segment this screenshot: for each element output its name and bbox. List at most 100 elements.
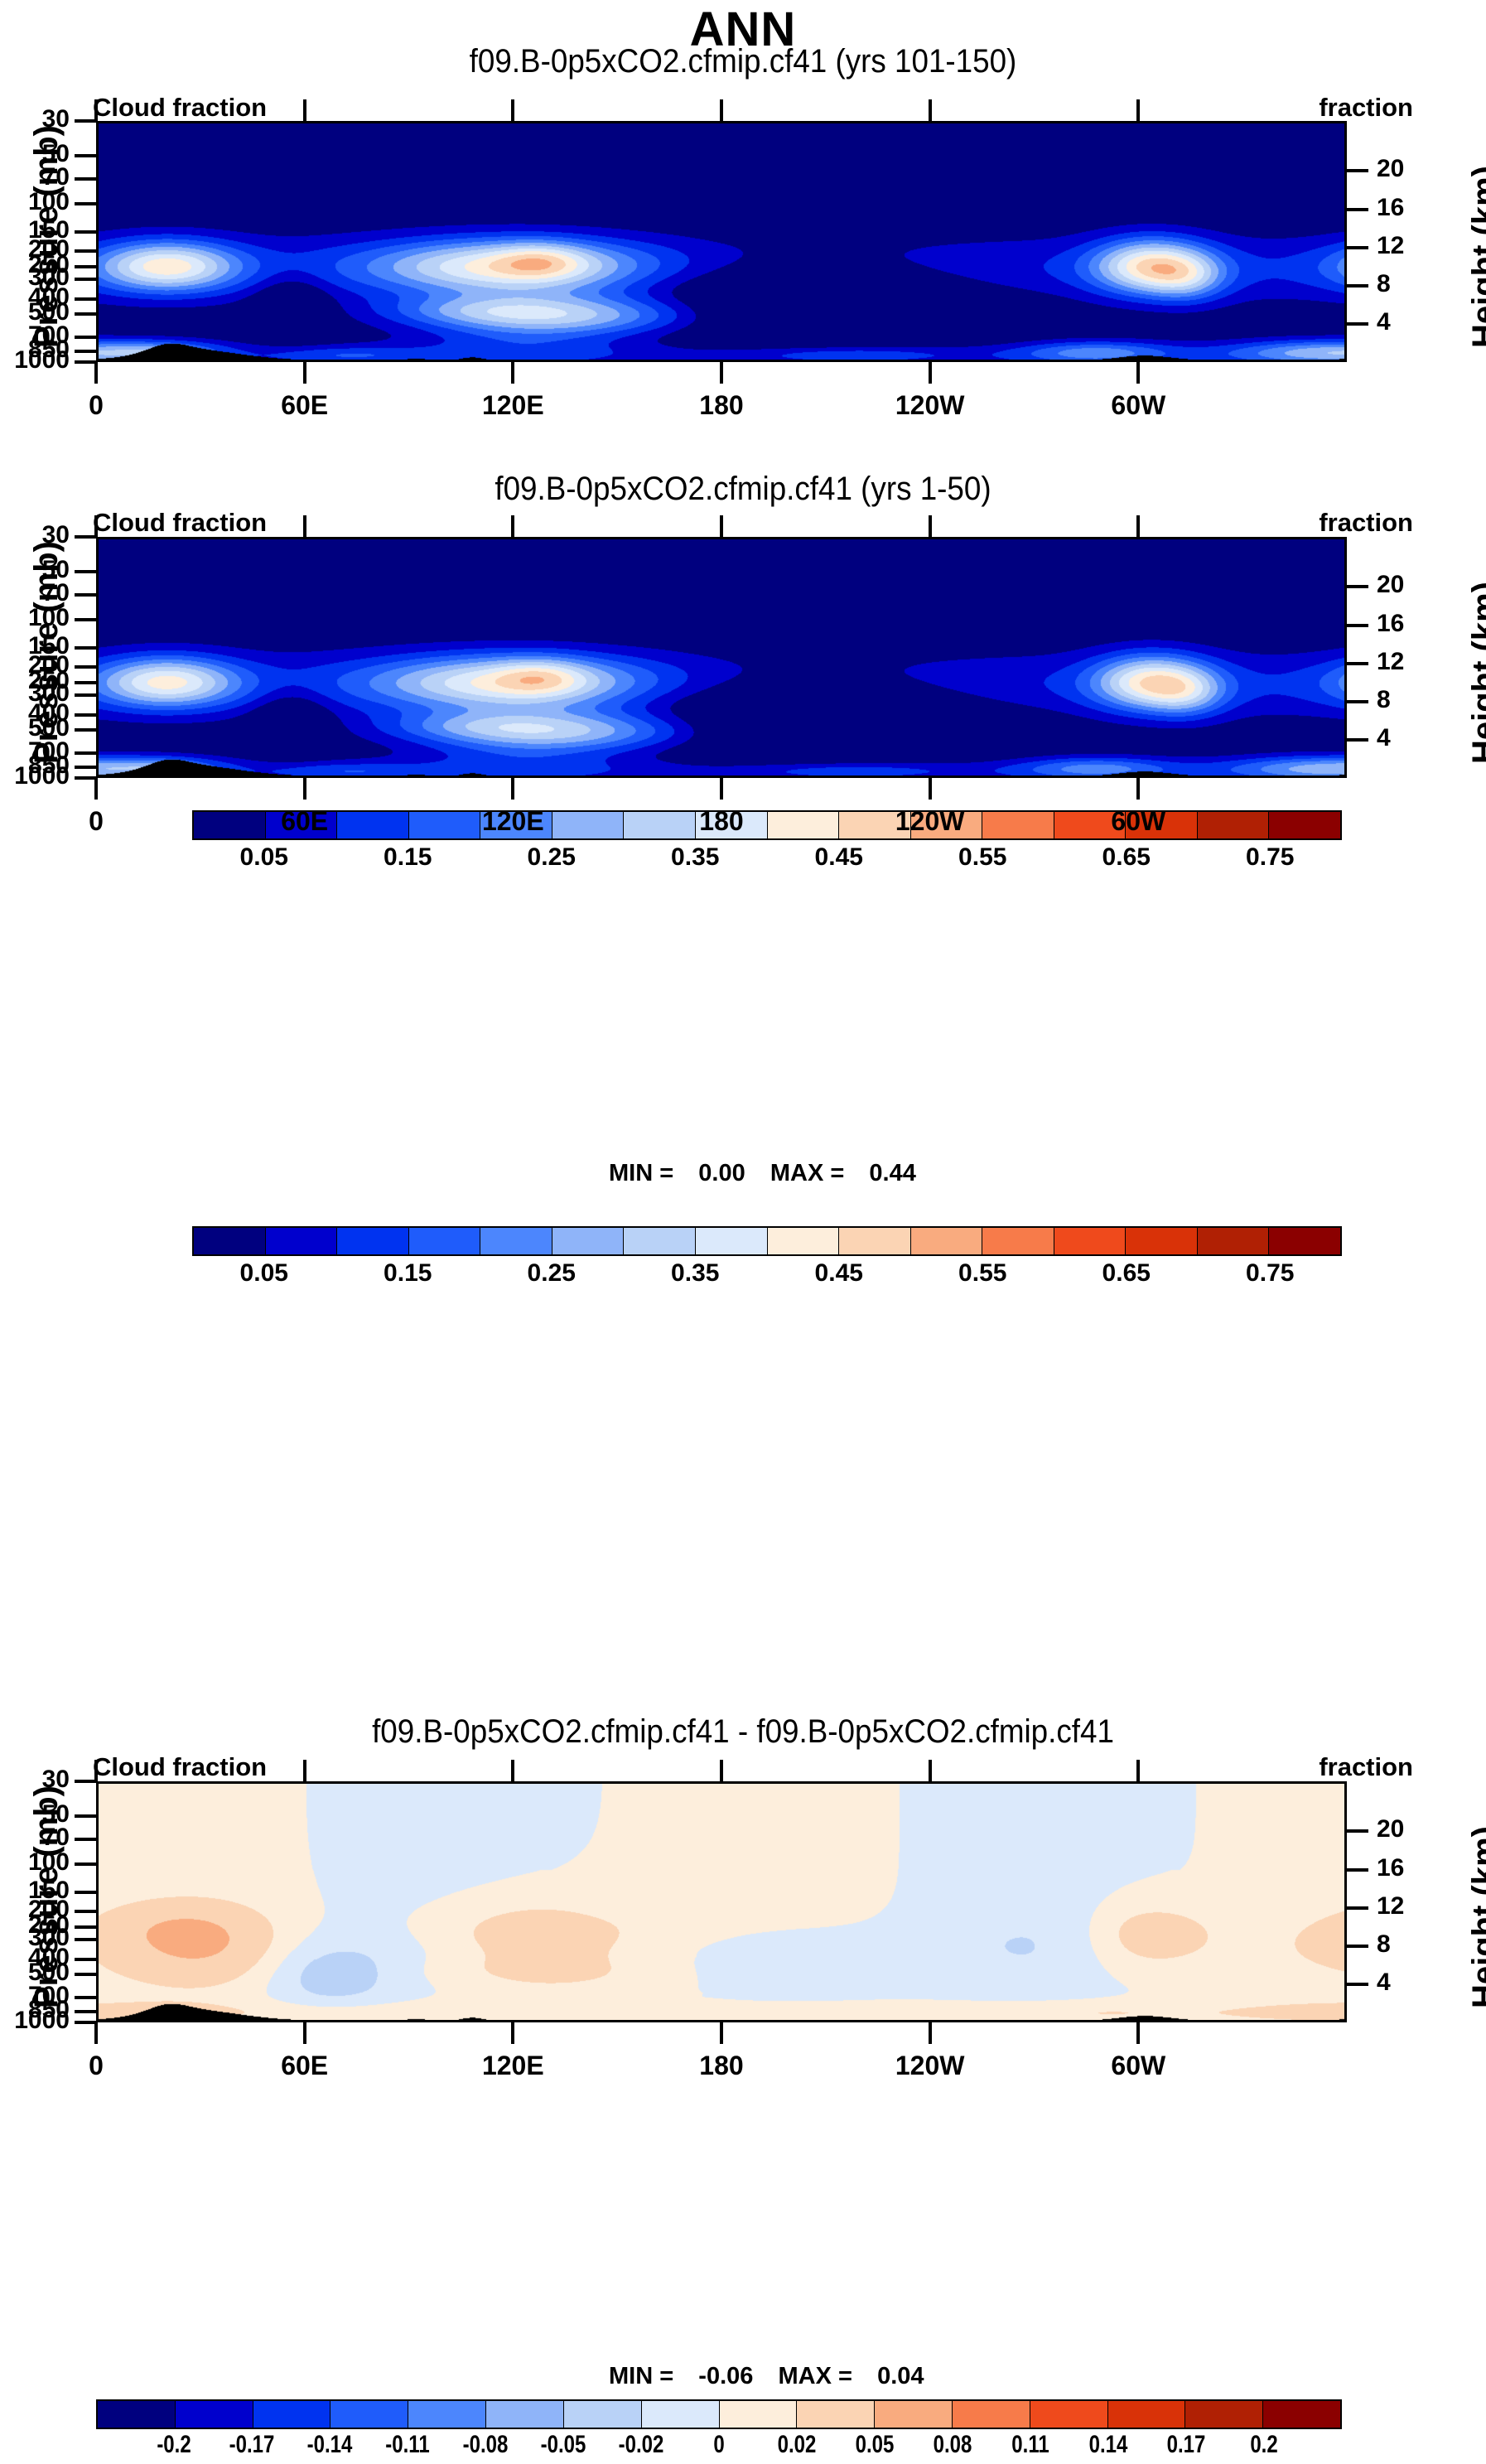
colorbar-tick-label: 0.35 xyxy=(671,843,720,871)
colorbar-swatch[interactable] xyxy=(839,1228,911,1254)
longitude-tick-label: 120E xyxy=(481,2051,544,2080)
longitude-tick-label: 120W xyxy=(895,390,965,420)
pressure-tick-mark xyxy=(75,1838,96,1842)
colorbar-swatch[interactable] xyxy=(337,1228,409,1254)
colorbar-swatch[interactable] xyxy=(194,812,266,838)
pressure-tick-label: 1000 xyxy=(14,762,70,790)
colorbar-swatch[interactable] xyxy=(1185,2401,1264,2428)
colorbar-tick-label: 0.55 xyxy=(958,843,1007,871)
colorbar-swatch[interactable] xyxy=(624,1228,696,1254)
height-tick-mark xyxy=(1347,1944,1368,1948)
colorbar-swatch[interactable] xyxy=(408,2401,487,2428)
colorbar-swatch[interactable] xyxy=(194,1228,266,1254)
colorbar-swatch[interactable] xyxy=(719,2401,798,2428)
colorbar-tick-label: -0.05 xyxy=(540,2431,586,2458)
colorbar-swatch[interactable] xyxy=(552,1228,625,1254)
colorbar-swatch[interactable] xyxy=(982,812,1054,838)
colorbar-swatch[interactable] xyxy=(641,2401,720,2428)
colorbar-swatch[interactable] xyxy=(910,812,983,838)
height-tick-label: 4 xyxy=(1377,723,1391,751)
colorbar-swatch[interactable] xyxy=(408,1228,481,1254)
panel-mid-colorbar[interactable] xyxy=(192,1226,1342,1256)
colorbar-swatch[interactable] xyxy=(695,812,768,838)
height-tick-label: 4 xyxy=(1377,1968,1391,1996)
colorbar-swatch[interactable] xyxy=(552,812,625,838)
pressure-tick-mark xyxy=(75,645,96,650)
height-tick-mark xyxy=(1347,321,1368,326)
colorbar-swatch[interactable] xyxy=(767,812,840,838)
longitude-tick-mark-bottom xyxy=(1136,2022,1141,2044)
colorbar-swatch[interactable] xyxy=(1269,812,1340,838)
pressure-tick-mark xyxy=(75,349,96,353)
pressure-tick-mark xyxy=(75,297,96,301)
colorbar-swatch[interactable] xyxy=(875,2401,953,2428)
panel-mid-y2-axis-title: Height (km) xyxy=(1466,582,1486,764)
pressure-tick-mark xyxy=(75,693,96,698)
colorbar-swatch[interactable] xyxy=(480,1228,552,1254)
height-tick-mark xyxy=(1347,1829,1368,1834)
panel-top-plot-area[interactable] xyxy=(96,121,1347,362)
height-tick-mark xyxy=(1347,245,1368,249)
colorbar-swatch[interactable] xyxy=(1107,2401,1186,2428)
pressure-tick-label: 30 xyxy=(41,105,70,133)
panel-diff-colorbar[interactable] xyxy=(96,2399,1342,2429)
height-tick-mark xyxy=(1347,1906,1368,1910)
pressure-tick-label: 300 xyxy=(27,679,70,708)
colorbar-swatch[interactable] xyxy=(480,812,552,838)
panel-diff-variable-label: Cloud fraction xyxy=(93,1752,268,1781)
colorbar-swatch[interactable] xyxy=(1197,812,1270,838)
colorbar-swatch[interactable] xyxy=(910,1228,983,1254)
colorbar-swatch[interactable] xyxy=(982,1228,1054,1254)
colorbar-swatch[interactable] xyxy=(1126,1228,1198,1254)
colorbar-swatch[interactable] xyxy=(563,2401,642,2428)
pressure-tick-mark xyxy=(75,1996,96,2000)
pressure-tick-mark xyxy=(75,617,96,621)
panel-diff-plot-area[interactable] xyxy=(96,1781,1347,2022)
colorbar-swatch[interactable] xyxy=(1263,2401,1340,2428)
pressure-tick-mark xyxy=(75,570,96,574)
colorbar-swatch[interactable] xyxy=(175,2401,253,2428)
colorbar-swatch[interactable] xyxy=(952,2401,1030,2428)
longitude-tick-mark-top xyxy=(94,515,98,537)
panel-mid-plot-area[interactable] xyxy=(96,537,1347,778)
colorbar-swatch[interactable] xyxy=(1030,2401,1108,2428)
colorbar-swatch[interactable] xyxy=(98,2401,176,2428)
colorbar-swatch[interactable] xyxy=(265,1228,338,1254)
pressure-tick-label: 700 xyxy=(27,1982,70,2010)
height-tick-label: 20 xyxy=(1377,571,1405,599)
colorbar-swatch[interactable] xyxy=(624,812,696,838)
page-title: ANN xyxy=(689,2,797,56)
pressure-tick-label: 500 xyxy=(27,1959,70,1987)
colorbar-swatch[interactable] xyxy=(1197,1228,1270,1254)
pressure-tick-label: 100 xyxy=(27,603,70,631)
colorbar-swatch[interactable] xyxy=(408,812,481,838)
colorbar-swatch[interactable] xyxy=(253,2401,331,2428)
colorbar-swatch[interactable] xyxy=(1054,1228,1127,1254)
colorbar-swatch[interactable] xyxy=(330,2401,409,2428)
panel-top-colorbar[interactable] xyxy=(192,810,1342,840)
colorbar-swatch[interactable] xyxy=(839,812,911,838)
colorbar-tick-label: -0.08 xyxy=(462,2431,509,2458)
colorbar-swatch[interactable] xyxy=(797,2401,876,2428)
colorbar-swatch[interactable] xyxy=(486,2401,564,2428)
colorbar-swatch[interactable] xyxy=(695,1228,768,1254)
pressure-tick-mark xyxy=(75,360,96,364)
pressure-tick-mark xyxy=(75,154,96,158)
pressure-tick-label: 700 xyxy=(27,737,70,766)
colorbar-tick-label: 0.45 xyxy=(814,1259,863,1287)
colorbar-swatch[interactable] xyxy=(265,812,338,838)
pressure-tick-label: 50 xyxy=(41,556,70,584)
pressure-tick-label: 300 xyxy=(27,263,70,292)
longitude-tick-mark-bottom xyxy=(302,362,306,384)
colorbar-swatch[interactable] xyxy=(1126,812,1198,838)
colorbar-swatch[interactable] xyxy=(767,1228,840,1254)
pressure-tick-label: 200 xyxy=(27,651,70,679)
height-tick-mark xyxy=(1347,169,1368,173)
longitude-tick-mark-bottom xyxy=(720,2022,723,2044)
pressure-tick-label: 200 xyxy=(27,1896,70,1924)
height-tick-label: 8 xyxy=(1377,269,1391,297)
colorbar-swatch[interactable] xyxy=(1269,1228,1340,1254)
colorbar-swatch[interactable] xyxy=(1054,812,1127,838)
colorbar-tick-label: 0.05 xyxy=(239,1259,288,1287)
colorbar-swatch[interactable] xyxy=(337,812,409,838)
